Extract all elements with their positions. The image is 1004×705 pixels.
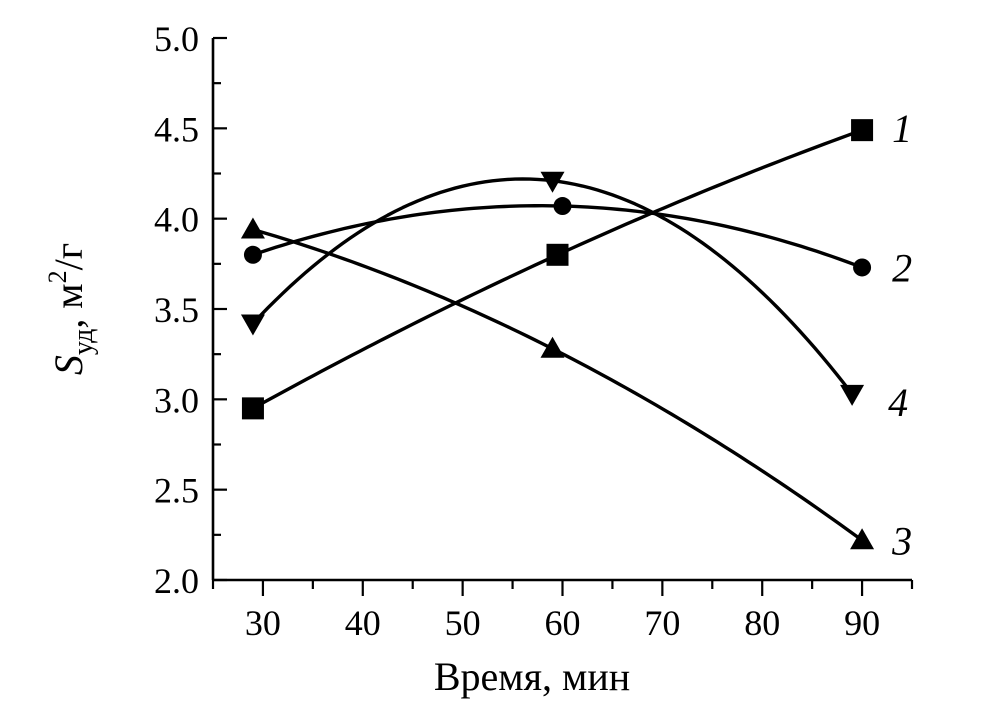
circle-marker [243,245,262,264]
axes [211,38,912,582]
circle-marker [553,197,572,216]
y-tick-label: 2.0 [154,561,199,601]
square-marker [851,119,874,142]
y-axis-unit-power: 2 [43,270,72,283]
series-1: 1 [241,106,912,420]
triangle-down-marker [240,314,265,336]
ticks: 2.0 2.5 3.0 3.5 4.0 4.5 5.0 30 40 50 60 70 80 90 [154,19,914,643]
x-axis-title: Время, мин [434,654,630,699]
y-tick-label: 3.5 [154,290,199,330]
square-marker [546,243,569,266]
y-axis-symbol: S [46,355,91,375]
triangle-up-marker [540,336,565,358]
series-3: 3 [240,217,912,563]
y-axis-title: Sуд, м2/г [43,243,99,375]
series-label: 3 [891,518,912,563]
y-tick-label: 3.0 [154,380,199,420]
series-label: 2 [892,245,912,290]
triangle-up-marker [240,217,265,239]
x-tick-label: 60 [545,603,581,643]
series-4: 4 [240,171,908,425]
x-tick-label: 40 [345,603,381,643]
triangle-down-marker [840,384,865,406]
y-tick-label: 2.5 [154,471,199,511]
series-line [251,227,864,542]
triangle-down-marker [540,171,565,193]
y-tick-label: 5.0 [154,19,199,59]
x-tick-label: 90 [844,603,880,643]
series-label: 1 [892,106,912,151]
circle-marker [853,258,872,277]
y-tick-label: 4.5 [154,109,199,149]
square-marker [241,397,264,420]
y-axis-subscript: уд [68,329,99,355]
x-tick-label: 30 [245,603,281,643]
series-2: 2 [243,197,912,290]
x-tick-label: 50 [445,603,481,643]
x-tick-label: 70 [644,603,680,643]
y-axis-unit-rest: /г [46,243,91,271]
y-tick-label: 4.0 [154,200,199,240]
y-axis-separator: , [46,309,91,329]
triangle-up-marker [850,528,875,550]
x-tick-label: 80 [744,603,780,643]
series-label: 4 [888,380,908,425]
y-axis-unit: м [46,283,91,308]
series-group: 1 2 3 4 [240,106,912,563]
